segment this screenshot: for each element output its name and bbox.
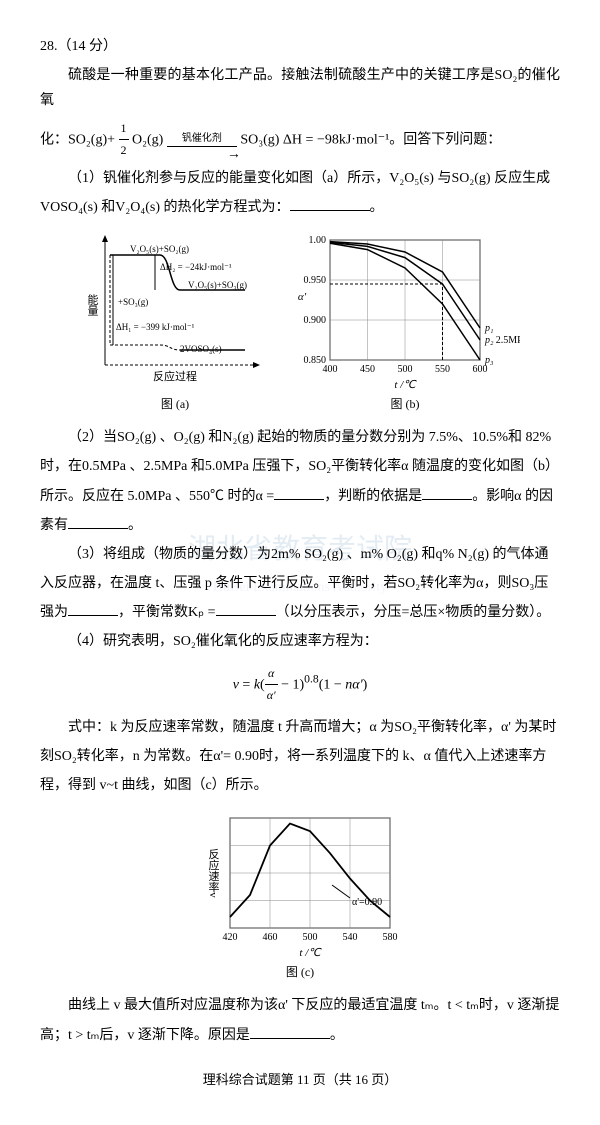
svg-text:1.00: 1.00 [309, 235, 327, 246]
part1-line2: VOSO₄(s) 和V₂O₄(s) 的热化学方程式为：。 [40, 195, 560, 220]
svg-text:t /℃: t /℃ [299, 947, 322, 959]
svg-text:α'=0.90: α'=0.90 [352, 897, 382, 908]
part1-line1: （1）钒催化剂参与反应的能量变化如图（a）所示，V₂O₅(s) 与SO₂(g) … [40, 166, 560, 191]
chart-b-line-chart: 4004505005506000.8500.9000.9501.00p₁p₂p₃… [290, 230, 520, 415]
svg-text:450: 450 [360, 364, 375, 375]
part4-line2: 式中：k 为反应速率常数，随温度 t 升高而增大；α 为SO₂平衡转化率，α' … [40, 715, 560, 740]
svg-text:能量: 能量 [86, 293, 99, 316]
svg-text:500: 500 [398, 364, 413, 375]
svg-text:550: 550 [435, 364, 450, 375]
intro-line2: 化：SO₂(g)+ 12 O₂(g) 钒催化剂 → SO₃(g) ΔH = −9… [40, 118, 560, 162]
svg-text:p₁: p₁ [484, 323, 493, 334]
part4-line3: 刻SO₂转化率，n 为常数。在α'= 0.90时，将一系列温度下的 k、α 值代… [40, 744, 560, 769]
part3-line3: 强为，平衡常数Kₚ =（以分压表示，分压=总压×物质的量分数）。 [40, 600, 560, 625]
svg-text:500: 500 [303, 932, 318, 943]
svg-text:反应速率v: 反应速率v [207, 848, 220, 898]
svg-text:p₂: p₂ [484, 335, 494, 346]
svg-text:+SO₃(g): +SO₃(g) [118, 297, 148, 307]
part3-line1: （3）将组成（物质的量分数）为2m% SO₂(g) 、m% O₂(g) 和q% … [40, 542, 560, 567]
page-footer: 理科综合试题第 11 页（共 16 页） [40, 1068, 560, 1091]
svg-text:反应过程: 反应过程 [153, 369, 197, 383]
part2-line3: 所示。反应在 5.0MPa 、550℃ 时的α =，判断的依据是。影响α 的因 [40, 484, 560, 509]
svg-text:图 (b): 图 (b) [391, 397, 420, 411]
part2-line2: 时，在0.5MPa 、2.5MPa 和5.0MPa 压强下，SO₂平衡转化率α … [40, 454, 560, 479]
svg-text:p₃: p₃ [484, 355, 494, 366]
svg-text:0.950: 0.950 [304, 275, 327, 286]
part4-line4: 程，得到 v~t 曲线，如图（c）所示。 [40, 773, 560, 798]
intro-line1: 硫酸是一种重要的基本化工产品。接触法制硫酸生产中的关键工序是SO₂的催化氧 [40, 63, 560, 113]
part2-line1: （2）当SO₂(g) 、O₂(g) 和N₂(g) 起始的物质的量分数分别为 7.… [40, 425, 560, 450]
part5-line1: 曲线上 v 最大值所对应温度称为该α' 下反应的最适宜温度 tₘ。t < tₘ时… [40, 993, 560, 1018]
formula: v = k(αα' − 1)0.8(1 − nα') [40, 663, 560, 707]
svg-text:420: 420 [223, 932, 238, 943]
chart-c-rate-curve: 420 460 500 540 580 α'=0.90 t /℃ 反应速率v 图 (c) [195, 808, 405, 983]
part3-line2: 入反应器，在温度 t、压强 p 条件下进行反应。平衡时，若SO₂转化率为α，则S… [40, 571, 560, 596]
part2-line4: 素有。 [40, 513, 560, 538]
svg-text:540: 540 [343, 932, 358, 943]
svg-text:V₂O₅(s)+SO₃(g): V₂O₅(s)+SO₃(g) [188, 280, 247, 290]
question-number: 28.（14 分） [40, 34, 560, 59]
svg-text:V₂O₅(s)+SO₂(g): V₂O₅(s)+SO₂(g) [130, 244, 189, 254]
svg-text:580: 580 [383, 932, 398, 943]
part5-line2: 高；t > tₘ后，v 逐渐下降。原因是。 [40, 1023, 560, 1048]
svg-text:ΔH₂ = −24kJ·mol⁻¹: ΔH₂ = −24kJ·mol⁻¹ [160, 262, 232, 272]
arrow-catalyst: 钒催化剂 → [167, 127, 237, 153]
svg-text:t /℃: t /℃ [394, 379, 417, 391]
svg-text:图 (a): 图 (a) [161, 397, 189, 411]
svg-text:0.850: 0.850 [304, 355, 327, 366]
svg-text:2.5MPa: 2.5MPa [496, 335, 520, 346]
chart-a-energy-diagram: V₂O₅(s)+SO₂(g) V₂O₅(s)+SO₃(g) +SO₃(g) 2VOSO… [80, 230, 270, 415]
part4-line1: （4）研究表明，SO₂催化氧化的反应速率方程为： [40, 629, 560, 654]
svg-text:图 (c): 图 (c) [286, 965, 314, 979]
svg-text:α': α' [298, 291, 307, 303]
svg-text:ΔH₁ = −399 kJ·mol⁻¹: ΔH₁ = −399 kJ·mol⁻¹ [116, 322, 195, 332]
svg-text:0.900: 0.900 [304, 315, 327, 326]
svg-text:460: 460 [263, 932, 278, 943]
svg-text:2VOSO₄(s): 2VOSO₄(s) [180, 344, 222, 354]
